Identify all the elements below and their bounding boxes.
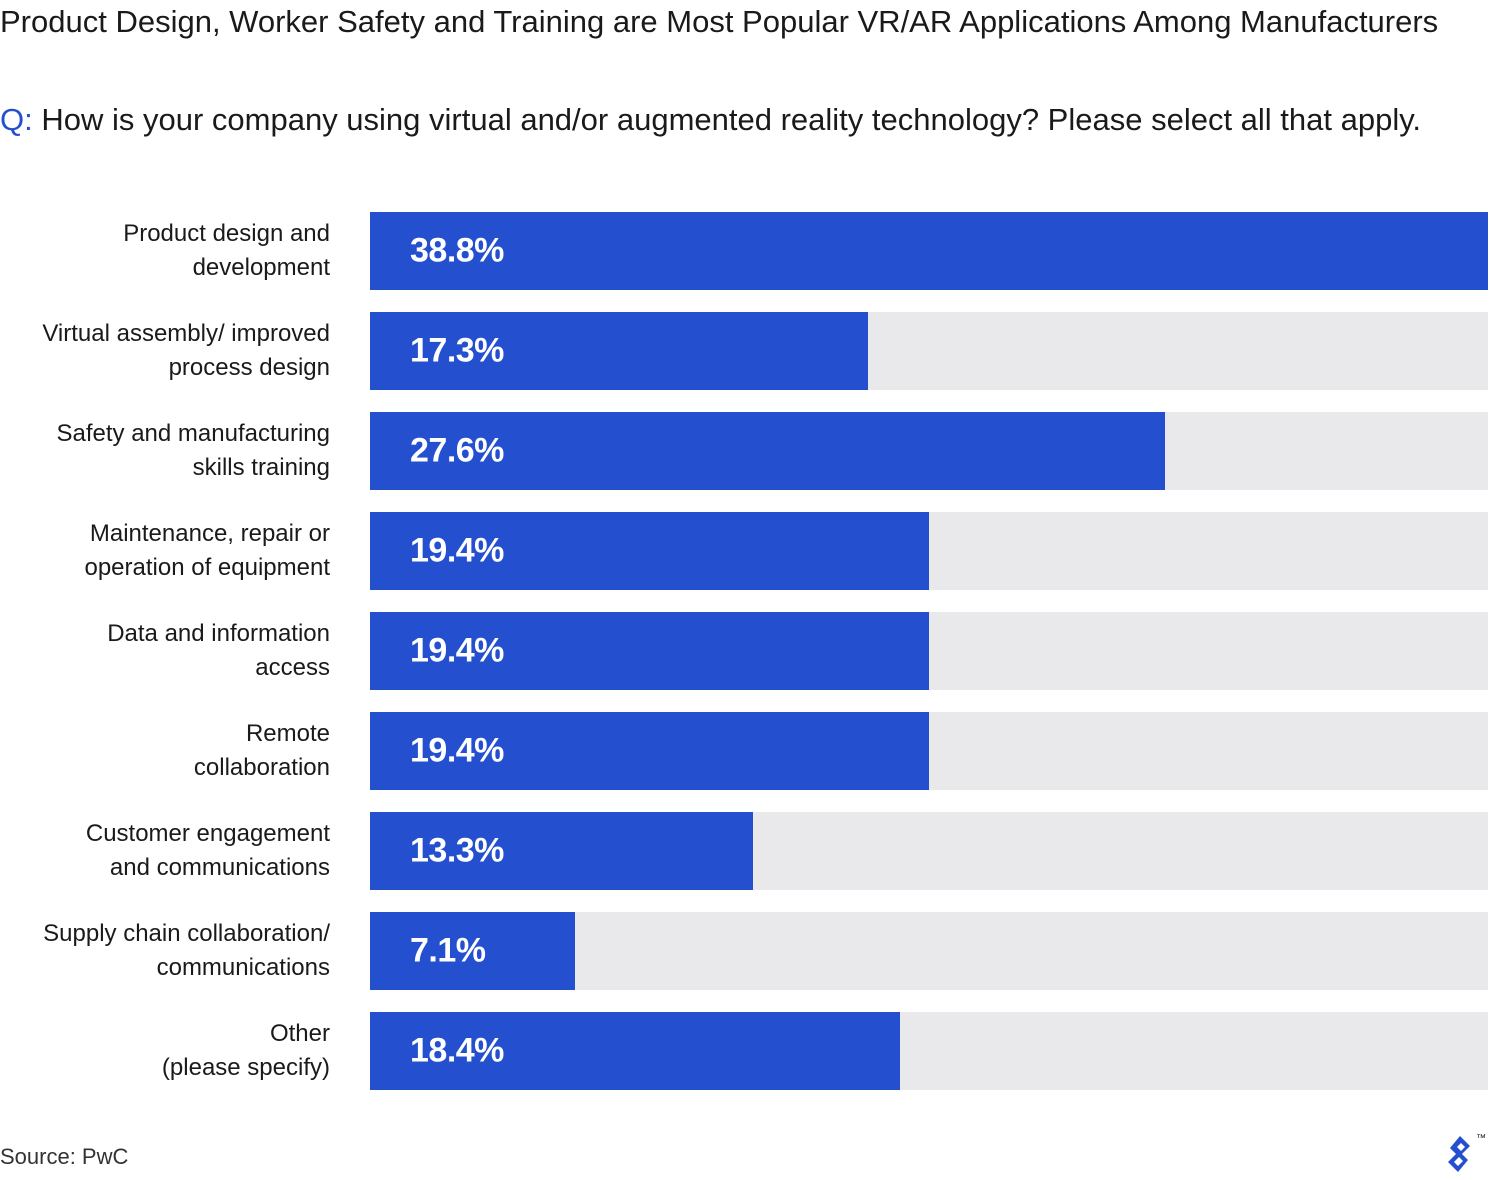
category-label: Remote collaboration bbox=[193, 720, 330, 781]
bar-row: Safety and manufacturing skills training… bbox=[0, 412, 1490, 490]
category-label: Supply chain collaboration/ communicatio… bbox=[43, 920, 330, 981]
bar-track: 18.4% bbox=[370, 1012, 1488, 1090]
bar-track: 7.1% bbox=[370, 912, 1488, 990]
bar-value-label: 19.4% bbox=[410, 631, 504, 670]
bar-track: 19.4% bbox=[370, 512, 1488, 590]
category-label: Customer engagement and communications bbox=[85, 820, 330, 881]
bar-value-label: 38.8% bbox=[410, 231, 504, 270]
bar: 17.3% bbox=[370, 312, 868, 390]
bar-track: 27.6% bbox=[370, 412, 1488, 490]
bar-row: Remote collaboration 19.4% bbox=[0, 712, 1490, 790]
bar: 18.4% bbox=[370, 1012, 900, 1090]
bar-track: 13.3% bbox=[370, 812, 1488, 890]
bar-row: Data and information access 19.4% bbox=[0, 612, 1490, 690]
bar-row: Virtual assembly/ improved process desig… bbox=[0, 312, 1490, 390]
bar-track: 17.3% bbox=[370, 312, 1488, 390]
bar-row: Maintenance, repair or operation of equi… bbox=[0, 512, 1490, 590]
bar-value-label: 17.3% bbox=[410, 331, 504, 370]
bar: 38.8% bbox=[370, 212, 1488, 290]
bar: 7.1% bbox=[370, 912, 575, 990]
question-prefix: Q: bbox=[0, 102, 33, 137]
question-text: How is your company using virtual and/or… bbox=[41, 102, 1422, 137]
bar-value-label: 27.6% bbox=[410, 431, 504, 470]
bar-row: Customer engagement and communications 13… bbox=[0, 812, 1490, 890]
toptal-logo-icon: ™ bbox=[1448, 1133, 1486, 1172]
bar-value-label: 18.4% bbox=[410, 1031, 504, 1070]
category-label: Product design and development bbox=[123, 220, 330, 281]
category-label: Virtual assembly/ improved process desig… bbox=[42, 320, 330, 381]
survey-question: Q: How is your company using virtual and… bbox=[0, 98, 1460, 141]
bar-row: Other (please specify) 18.4% bbox=[0, 1012, 1490, 1090]
category-label: Safety and manufacturing skills training bbox=[56, 420, 330, 481]
bar: 19.4% bbox=[370, 712, 929, 790]
bar: 27.6% bbox=[370, 412, 1165, 490]
category-label: Other (please specify) bbox=[161, 1020, 330, 1081]
category-label: Data and information access bbox=[107, 620, 330, 681]
bar-track: 19.4% bbox=[370, 612, 1488, 690]
bar-value-label: 13.3% bbox=[410, 831, 504, 870]
bar-row: Supply chain collaboration/ communicatio… bbox=[0, 912, 1490, 990]
chart-title: Product Design, Worker Safety and Traini… bbox=[0, 4, 1439, 39]
svg-text:™: ™ bbox=[1476, 1133, 1486, 1144]
bar-track: 19.4% bbox=[370, 712, 1488, 790]
bar: 19.4% bbox=[370, 512, 929, 590]
bar-track: 38.8% bbox=[370, 212, 1488, 290]
bar-value-label: 19.4% bbox=[410, 731, 504, 770]
bar-row: Product design and development 38.8% bbox=[0, 212, 1490, 290]
bar-value-label: 7.1% bbox=[410, 931, 486, 970]
source-note: Source: PwC bbox=[0, 1144, 129, 1169]
bar: 19.4% bbox=[370, 612, 929, 690]
bar-value-label: 19.4% bbox=[410, 531, 504, 570]
bar: 13.3% bbox=[370, 812, 753, 890]
category-label: Maintenance, repair or operation of equi… bbox=[84, 520, 330, 581]
